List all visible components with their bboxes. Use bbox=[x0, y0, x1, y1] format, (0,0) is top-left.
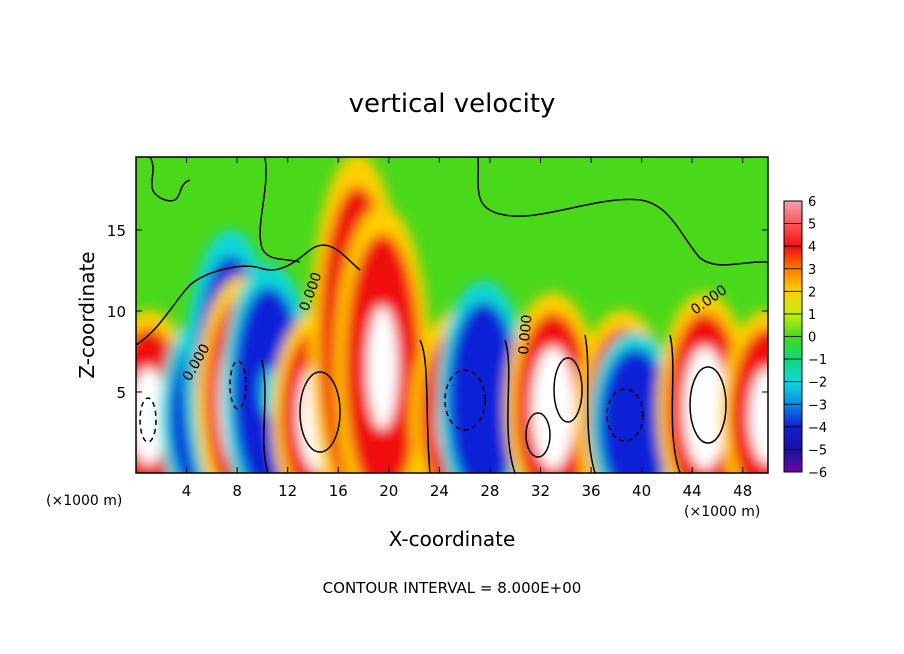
x-tick-label: 8 bbox=[232, 482, 242, 500]
contour-negative bbox=[606, 388, 644, 442]
x-tick-label: 12 bbox=[278, 482, 297, 500]
contour-positive bbox=[299, 371, 341, 453]
x-tick-label: 20 bbox=[379, 482, 398, 500]
colorbar-tick-label: −3 bbox=[808, 398, 827, 413]
field-cell-core bbox=[136, 367, 168, 465]
y-ticks: 5 10 15 bbox=[107, 222, 768, 402]
x-unit-right: (×1000 m) bbox=[684, 504, 760, 520]
contour-negative bbox=[139, 397, 157, 443]
contour-zero-line bbox=[259, 157, 301, 263]
x-axis-label: X-coordinate bbox=[389, 527, 516, 551]
colorbar-tick-label: 3 bbox=[808, 263, 816, 278]
colorbar-tick-label: 2 bbox=[808, 285, 816, 300]
colorbar-tick-label: 4 bbox=[808, 240, 816, 255]
x-unit-left: (×1000 m) bbox=[46, 493, 122, 509]
contour-zero-line bbox=[504, 339, 516, 473]
field-cell-core bbox=[367, 305, 398, 430]
contour-zero-line bbox=[419, 339, 431, 473]
colorbar-tick-label: −4 bbox=[808, 421, 827, 436]
x-tick-label: 40 bbox=[632, 482, 651, 500]
x-tick-label: 36 bbox=[581, 482, 600, 500]
contour-zero-line bbox=[261, 359, 269, 473]
contour-zero-line bbox=[149, 157, 191, 202]
contour-negative bbox=[229, 360, 247, 410]
x-tick-label: 48 bbox=[733, 482, 752, 500]
field-cells bbox=[136, 157, 768, 473]
field-cell-core bbox=[531, 346, 575, 470]
colorbar-ticks: 6 5 4 3 2 1 0 −1 −2 −3 −4 −5 −6 bbox=[784, 195, 827, 481]
colorbar-tick-label: 0 bbox=[808, 331, 816, 346]
contour-positive bbox=[689, 366, 727, 444]
field-cell-core bbox=[626, 402, 645, 447]
contour-zero-line bbox=[584, 334, 596, 473]
x-tick-label: 32 bbox=[531, 482, 550, 500]
x-tick-label: 16 bbox=[329, 482, 348, 500]
contour-negative bbox=[444, 369, 486, 431]
contour-zero-line bbox=[477, 157, 768, 266]
y-tick-label: 5 bbox=[116, 384, 126, 402]
contour-label: 0.000 bbox=[516, 314, 535, 355]
contour-lines bbox=[136, 157, 768, 473]
colorbar-tick-label: −6 bbox=[808, 466, 827, 481]
colorbar-tick-label: −5 bbox=[808, 443, 827, 458]
x-tick-label: 44 bbox=[683, 482, 702, 500]
contour-zero-line bbox=[136, 244, 361, 346]
colorbar-tick-label: 1 bbox=[808, 308, 816, 323]
colorbar: 6 5 4 3 2 1 0 −1 −2 −3 −4 −5 −6 bbox=[783, 195, 827, 481]
y-tick-label: 15 bbox=[107, 222, 126, 240]
field-cell-core bbox=[476, 377, 491, 423]
colorbar-tick-label: −1 bbox=[808, 353, 827, 368]
colorbar-tick-label: 5 bbox=[808, 218, 816, 233]
contour-interval-note: CONTOUR INTERVAL = 8.000E+00 bbox=[323, 579, 582, 597]
plot-frame bbox=[135, 156, 769, 474]
y-axis-label: Z-coordinate bbox=[75, 251, 99, 378]
contour-positive bbox=[525, 412, 551, 458]
chart-title: vertical velocity bbox=[349, 89, 556, 119]
colorbar-tick-label: −2 bbox=[808, 376, 827, 391]
x-tick-label: 4 bbox=[182, 482, 192, 500]
x-ticks: 4 8 12 16 20 24 28 32 36 40 44 48 bbox=[182, 157, 752, 500]
contour-positive bbox=[553, 357, 583, 423]
x-tick-label: 24 bbox=[430, 482, 449, 500]
colorbar-tick-label: 6 bbox=[808, 195, 816, 210]
contour-zero-line bbox=[669, 334, 681, 473]
x-tick-label: 28 bbox=[480, 482, 499, 500]
y-tick-label: 10 bbox=[107, 303, 126, 321]
